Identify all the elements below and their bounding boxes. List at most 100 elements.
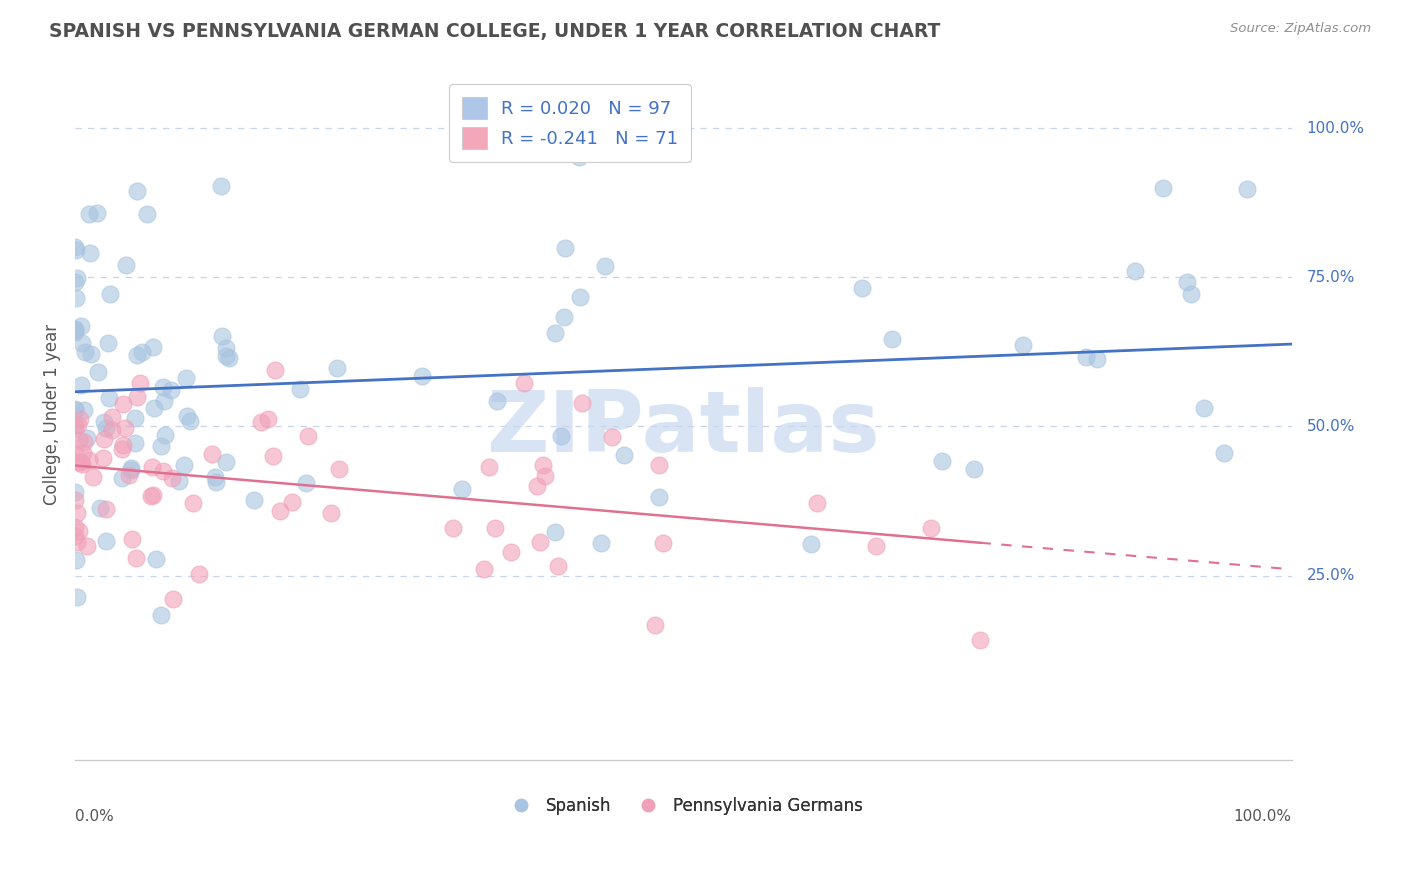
- Point: [602, 430, 624, 444]
- Point: [70, 378, 93, 392]
- Point: [204, 470, 226, 484]
- Point: [129, 376, 152, 390]
- Y-axis label: College, Under 1 year: College, Under 1 year: [44, 324, 60, 505]
- Point: [1236, 182, 1258, 196]
- Point: [98, 287, 121, 301]
- Point: [243, 493, 266, 508]
- Point: [125, 550, 148, 565]
- Point: [94, 421, 117, 435]
- Point: [118, 467, 141, 482]
- Point: [67, 454, 90, 468]
- Point: [484, 521, 506, 535]
- Point: [174, 370, 197, 384]
- Point: [648, 491, 671, 505]
- Point: [73, 402, 96, 417]
- Point: [69, 411, 91, 425]
- Point: [72, 445, 94, 459]
- Point: [263, 363, 285, 377]
- Point: [205, 475, 228, 489]
- Point: [111, 397, 134, 411]
- Point: [63, 275, 86, 289]
- Point: [125, 184, 148, 198]
- Point: [176, 409, 198, 424]
- Point: [77, 207, 100, 221]
- Point: [67, 524, 90, 538]
- Point: [160, 384, 183, 398]
- Point: [553, 310, 575, 324]
- Point: [63, 322, 86, 336]
- Point: [120, 461, 142, 475]
- Point: [215, 455, 238, 469]
- Text: Source: ZipAtlas.com: Source: ZipAtlas.com: [1230, 22, 1371, 36]
- Point: [201, 447, 224, 461]
- Point: [648, 458, 671, 472]
- Point: [67, 433, 90, 447]
- Point: [97, 335, 120, 350]
- Point: [1125, 263, 1147, 277]
- Point: [70, 336, 93, 351]
- Point: [100, 423, 122, 437]
- Point: [920, 521, 942, 535]
- Text: 75.0%: 75.0%: [1306, 269, 1355, 285]
- Point: [534, 468, 557, 483]
- Point: [593, 259, 616, 273]
- Point: [65, 401, 87, 416]
- Point: [183, 496, 205, 510]
- Point: [121, 532, 143, 546]
- Point: [1175, 275, 1198, 289]
- Point: [63, 417, 86, 432]
- Point: [96, 502, 118, 516]
- Point: [295, 476, 318, 491]
- Text: 100.0%: 100.0%: [1234, 809, 1292, 824]
- Point: [865, 539, 887, 553]
- Point: [66, 507, 89, 521]
- Point: [531, 458, 554, 472]
- Point: [851, 281, 873, 295]
- Point: [441, 521, 464, 535]
- Point: [66, 271, 89, 285]
- Point: [63, 519, 86, 533]
- Point: [63, 485, 86, 500]
- Point: [499, 544, 522, 558]
- Point: [63, 492, 86, 507]
- Point: [262, 449, 284, 463]
- Point: [1074, 350, 1097, 364]
- Point: [73, 434, 96, 449]
- Point: [120, 463, 142, 477]
- Point: [153, 428, 176, 442]
- Point: [326, 360, 349, 375]
- Point: [125, 348, 148, 362]
- Text: 100.0%: 100.0%: [1306, 120, 1364, 136]
- Point: [211, 329, 233, 343]
- Point: [63, 403, 86, 417]
- Point: [87, 365, 110, 379]
- Point: [963, 461, 986, 475]
- Point: [571, 396, 593, 410]
- Point: [93, 432, 115, 446]
- Point: [526, 479, 548, 493]
- Point: [478, 459, 501, 474]
- Point: [101, 410, 124, 425]
- Point: [91, 451, 114, 466]
- Point: [554, 241, 576, 255]
- Point: [152, 380, 174, 394]
- Point: [297, 429, 319, 443]
- Point: [485, 394, 508, 409]
- Text: 50.0%: 50.0%: [1306, 419, 1355, 434]
- Point: [127, 390, 149, 404]
- Point: [1012, 337, 1035, 351]
- Point: [472, 561, 495, 575]
- Point: [77, 452, 100, 467]
- Legend: Spanish, Pennsylvania Germans: Spanish, Pennsylvania Germans: [498, 790, 869, 822]
- Point: [173, 458, 195, 472]
- Point: [544, 326, 567, 340]
- Point: [145, 552, 167, 566]
- Point: [162, 592, 184, 607]
- Point: [82, 470, 104, 484]
- Point: [249, 415, 271, 429]
- Point: [529, 534, 551, 549]
- Point: [141, 489, 163, 503]
- Point: [613, 448, 636, 462]
- Text: ZIPatlas: ZIPatlas: [486, 387, 880, 470]
- Point: [114, 421, 136, 435]
